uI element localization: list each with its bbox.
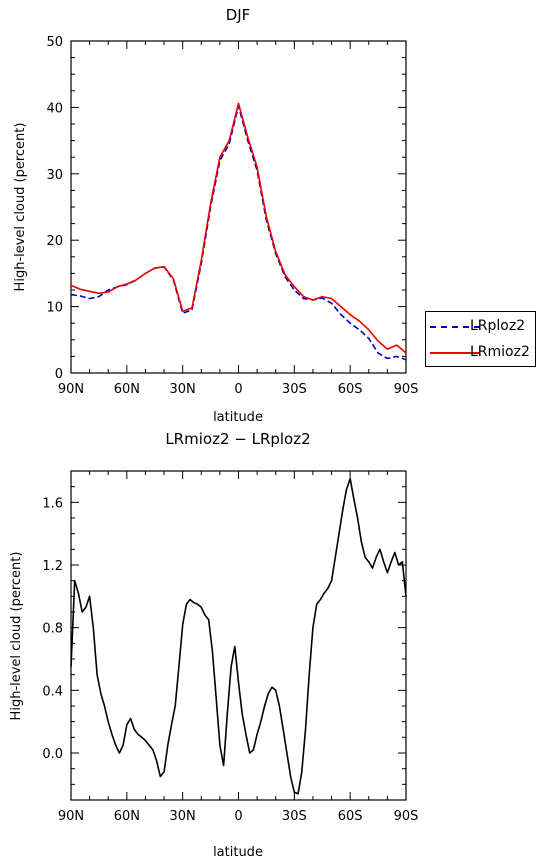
legend-item-lrploz2: LRploz2 [426,316,537,338]
chart-title-bottom: LRmioz2 − LRploz2 [165,430,310,448]
legend-item-lrmioz2: LRmioz2 [426,342,537,364]
legend-label-lrploz2: LRploz2 [470,318,526,334]
x-tick-label: 90S [394,809,419,824]
series-line-diff-0 [70,477,407,795]
x-tick-label: 60N [114,809,140,824]
legend-label-lrmioz2: LRmioz2 [470,344,530,360]
legend: LRploz2 LRmioz2 [425,311,536,367]
chart-title-top: DJF [226,6,251,24]
x-tick-label: 60N [114,382,140,397]
y-tick-label: 10 [46,301,63,316]
y-tick-label: 40 [46,101,63,116]
y-tick-label: 20 [46,234,63,249]
x-tick-label: 90S [394,382,419,397]
series-line-lrploz2 [70,105,407,361]
y-tick-label: 50 [46,35,63,50]
x-tick-label: 90N [58,809,84,824]
x-tick-label: 90N [58,382,84,397]
y-tick-label: 1.6 [42,496,63,511]
y-axis-label-top: High-level cloud (percent) [13,123,28,292]
y-tick-label: 0.4 [42,684,63,699]
legend-swatch-lrmioz2 [430,352,480,354]
x-tick-label: 30S [282,809,307,824]
x-tick-label: 30N [170,809,196,824]
x-tick-label: 60S [338,809,363,824]
legend-swatch-lrploz2 [430,326,480,328]
x-axis-label-top: latitude [213,410,263,425]
plot-area-top: 90N 60N 30N 0 30S 60S 90S 0 10 20 30 40 50 [46,35,418,397]
x-tick-label: 60S [338,382,363,397]
x-tick-label: 0 [234,382,242,397]
y-tick-label: 0 [55,367,63,382]
y-tick-label: 0.8 [42,622,63,637]
x-tick-label: 0 [234,809,242,824]
plot-area-bottom: 90N 60N 30N 0 30S 60S 90S 0.0 0.4 0.8 1.2 1.6 [42,470,419,824]
plot-frame [70,40,407,374]
y-tick-label: 1.2 [42,559,63,574]
x-tick-label: 30N [170,382,196,397]
series-line-lrmioz2 [70,102,407,354]
y-tick-label: 30 [46,168,63,183]
y-axis-label-bottom: High-level cloud (percent) [9,552,24,721]
y-tick-label: 0.0 [42,747,63,762]
x-tick-label: 30S [282,382,307,397]
x-axis-label-bottom: latitude [213,845,263,860]
